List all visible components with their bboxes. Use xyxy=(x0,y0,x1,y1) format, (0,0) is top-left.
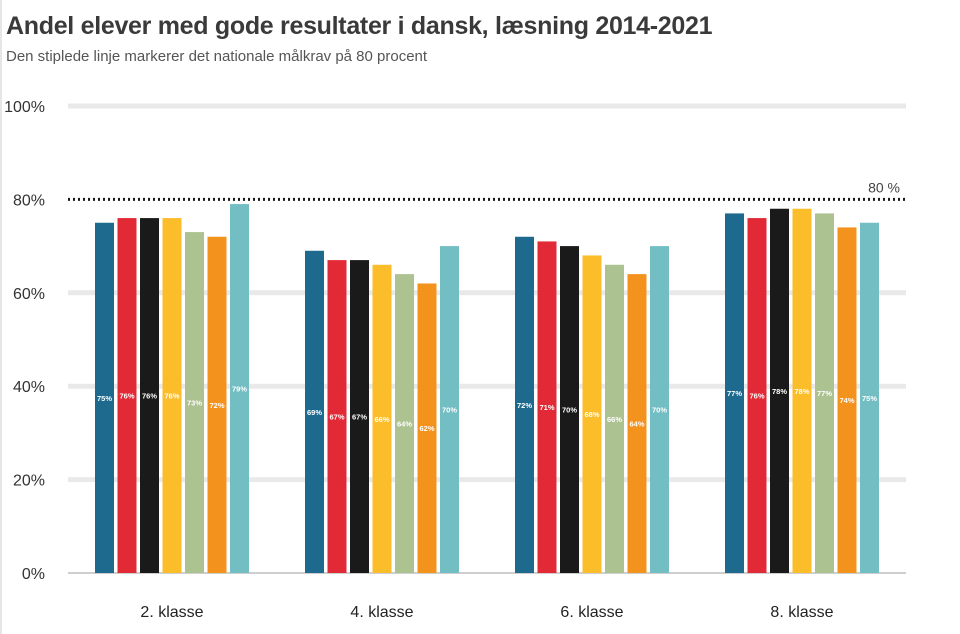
bar xyxy=(725,213,744,573)
bar xyxy=(560,246,579,573)
frame-left-rule xyxy=(0,0,2,634)
data-label: 73% xyxy=(187,399,202,408)
bar xyxy=(537,241,557,573)
target-line: 80 % xyxy=(68,179,906,201)
bar xyxy=(440,246,459,573)
x-category-label: 4. klasse xyxy=(350,604,413,621)
chart-title: Andel elever med gode resultater i dansk… xyxy=(6,12,713,40)
y-tick-label: 100% xyxy=(4,99,45,116)
data-label: 76% xyxy=(119,392,134,401)
data-label: 75% xyxy=(97,394,112,403)
data-label: 76% xyxy=(164,392,179,401)
bar-series xyxy=(95,204,879,574)
bar xyxy=(162,218,182,573)
data-label: 72% xyxy=(209,401,224,410)
bar xyxy=(747,218,767,573)
bar xyxy=(582,255,602,573)
chart-subtitle: Den stiplede linje markerer det national… xyxy=(6,48,428,65)
bar xyxy=(185,232,204,573)
y-axis: 0% 20% 40% 60% 80% 100% xyxy=(4,99,45,583)
data-label: 70% xyxy=(562,406,577,415)
data-label: 77% xyxy=(727,389,742,398)
data-label: 75% xyxy=(862,394,877,403)
data-label: 67% xyxy=(329,413,344,422)
data-labels: 75% 76% 76% 76% 73% 72% 79% 69% 67% 67% 66% 64% 62% 7… xyxy=(97,385,877,434)
y-tick-label: 40% xyxy=(13,379,45,396)
bar xyxy=(650,246,669,573)
bar xyxy=(95,222,114,573)
data-label: 62% xyxy=(419,424,434,433)
x-category-label: 2. klasse xyxy=(140,604,203,621)
data-label: 77% xyxy=(817,389,832,398)
data-label: 69% xyxy=(307,408,322,417)
bar xyxy=(815,213,834,573)
bar xyxy=(372,264,392,573)
data-label: 64% xyxy=(397,420,412,429)
data-label: 78% xyxy=(772,387,787,396)
bar xyxy=(140,218,159,573)
data-label: 71% xyxy=(539,403,554,412)
data-label: 78% xyxy=(794,387,809,396)
data-label: 68% xyxy=(584,410,599,419)
x-category-label: 8. klasse xyxy=(770,604,833,621)
y-tick-label: 60% xyxy=(13,286,45,303)
data-label: 79% xyxy=(232,385,247,394)
bar xyxy=(350,260,369,573)
bar xyxy=(627,274,647,573)
data-label: 66% xyxy=(374,415,389,424)
data-label: 70% xyxy=(442,406,457,415)
data-label: 66% xyxy=(607,415,622,424)
y-tick-label: 80% xyxy=(13,192,45,209)
data-label: 72% xyxy=(517,401,532,410)
bar xyxy=(605,264,624,573)
data-label: 74% xyxy=(839,396,854,405)
bar xyxy=(327,260,347,573)
data-label: 76% xyxy=(142,392,157,401)
y-tick-label: 20% xyxy=(13,473,45,490)
data-label: 76% xyxy=(749,392,764,401)
x-category-label: 6. klasse xyxy=(560,604,623,621)
data-label: 67% xyxy=(352,413,367,422)
y-tick-label: 0% xyxy=(22,566,45,583)
bar xyxy=(770,208,789,574)
bar xyxy=(305,250,324,573)
target-line-label: 80 % xyxy=(868,179,900,195)
bar xyxy=(117,218,137,573)
data-label: 70% xyxy=(652,406,667,415)
bar xyxy=(230,204,249,573)
bar xyxy=(207,236,227,573)
bar xyxy=(515,236,534,573)
x-axis: 2. klasse 4. klasse 6. klasse 8. klasse xyxy=(140,604,833,621)
bar xyxy=(860,222,879,573)
bar xyxy=(837,227,857,574)
bar xyxy=(395,274,414,573)
data-label: 64% xyxy=(629,420,644,429)
bar xyxy=(417,283,437,573)
bar xyxy=(792,208,812,574)
